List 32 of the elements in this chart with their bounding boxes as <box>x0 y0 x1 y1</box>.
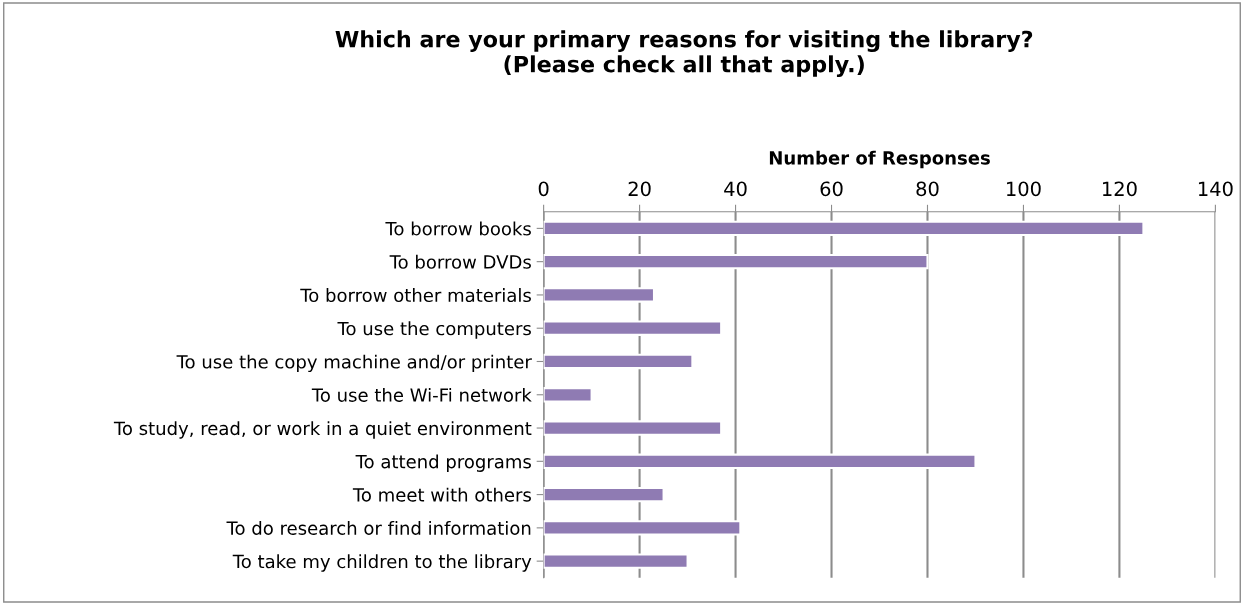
y-tick-label: To borrow other materials <box>300 288 531 303</box>
x-tick-label: 0 <box>538 181 549 197</box>
x-tick-label: 140 <box>1198 181 1233 197</box>
y-tick-label: To study, read, or work in a quiet environment <box>113 421 532 439</box>
bar <box>543 253 929 270</box>
y-tick-label: To take my children to the library <box>232 554 532 572</box>
bar <box>543 287 656 303</box>
bar <box>543 320 723 336</box>
y-tick-label: To borrow books <box>385 221 531 236</box>
chart-title: Which are your primary reasons for visiting the library? (Please check all that apply.) <box>335 30 1033 77</box>
x-tick-label: 80 <box>916 181 939 197</box>
x-tick-label: 100 <box>1007 181 1041 197</box>
x-tick-label: 120 <box>1103 181 1137 197</box>
y-tick-label: To meet with others <box>352 487 531 502</box>
y-tick-label: To attend programs <box>355 454 531 472</box>
bar <box>543 553 689 569</box>
x-tick-label: 20 <box>628 181 651 197</box>
x-tick-label: 40 <box>724 181 747 197</box>
y-tick-label: To use the copy machine and/or printer <box>176 354 532 373</box>
y-tick-label: To borrow DVDs <box>389 254 531 269</box>
y-tick-label: To use the Wi-Fi network <box>311 387 532 402</box>
bar <box>543 353 694 370</box>
bar <box>543 453 977 470</box>
y-tick-label: To do research or find information <box>226 521 531 535</box>
bar <box>543 520 742 536</box>
x-axis-title: Number of Responses <box>769 150 990 169</box>
x-tick-label: 60 <box>820 181 843 197</box>
bar <box>543 387 593 403</box>
bar <box>543 486 665 503</box>
bar <box>543 420 723 436</box>
y-tick-label: To use the computers <box>337 321 531 339</box>
bar <box>543 220 1145 237</box>
